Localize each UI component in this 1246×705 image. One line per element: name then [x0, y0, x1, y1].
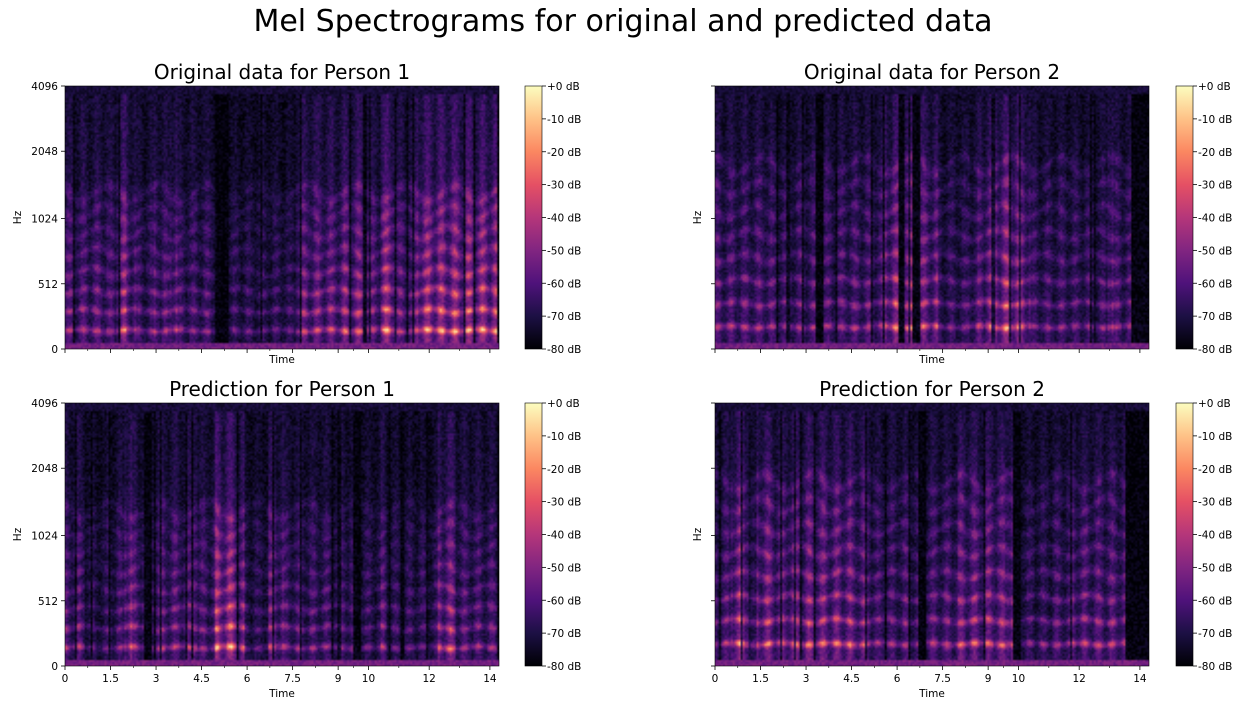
- colorbar-tick-label: -40 dB: [1198, 530, 1232, 542]
- colorbar-tick-label: -20 dB: [547, 147, 581, 159]
- panel-title: Prediction for Person 1: [169, 377, 395, 401]
- x-axis-label: Time: [918, 688, 945, 700]
- colorbar-tick-label: -10 dB: [547, 114, 581, 126]
- colorbar-tick-label: -50 dB: [547, 245, 581, 257]
- colorbar-tick-label: -80 dB: [547, 661, 581, 673]
- x-tick-label: 12: [1073, 673, 1086, 685]
- colorbar-tick-label: -60 dB: [1198, 595, 1232, 607]
- panel-title: Prediction for Person 2: [819, 377, 1045, 401]
- axes-frame: [714, 402, 1150, 667]
- panel-title: Original data for Person 2: [804, 60, 1060, 84]
- spectrogram-heatmap: [715, 403, 1149, 666]
- x-tick-label: 4.5: [193, 673, 210, 685]
- x-tick-label: 9: [985, 673, 992, 685]
- colorbar-tick-label: -70 dB: [1198, 628, 1232, 640]
- colorbar-tick-label: +0 dB: [1198, 81, 1231, 93]
- y-tick-label: 4096: [31, 398, 58, 410]
- colorbar-tick-label: -30 dB: [547, 497, 581, 509]
- spectrogram-panel-4: Prediction for Person 2 Hz 0 1.5 3 4.5 6 7.5 9 10…: [692, 377, 1232, 700]
- colorbar-tick-label: -40 dB: [547, 530, 581, 542]
- colorbar-tick-label: -60 dB: [547, 595, 581, 607]
- y-tick-label: 4096: [31, 81, 58, 93]
- x-tick-label: 0: [62, 673, 69, 685]
- colorbar: [1175, 402, 1194, 667]
- colorbar-tick-label: -30 dB: [1198, 497, 1232, 509]
- colorbar-tick-label: -10 dB: [1198, 114, 1232, 126]
- y-tick-label: 1024: [31, 531, 58, 543]
- y-tick-label: 2048: [31, 146, 58, 158]
- x-tick-label: 6: [894, 673, 901, 685]
- x-tick-label: 7.5: [934, 673, 951, 685]
- colorbar-tick-label: -10 dB: [1198, 431, 1232, 443]
- spectrogram-panel-2: Original data for Person 2 Hz Time +0 dB -10…: [692, 60, 1232, 366]
- colorbar-tick-label: -70 dB: [547, 311, 581, 323]
- y-axis-label: Hz: [12, 210, 24, 224]
- axes-frame: [714, 85, 1150, 350]
- axes-frame: [64, 402, 500, 667]
- x-tick-label: 14: [483, 673, 497, 685]
- colorbar-tick-label: -50 dB: [1198, 562, 1232, 574]
- x-tick-label: 1.5: [752, 673, 769, 685]
- spectrogram-heatmap: [65, 403, 499, 666]
- y-axis-label: Hz: [692, 527, 704, 541]
- colorbar-tick-label: -20 dB: [1198, 464, 1232, 476]
- x-axis-label: Time: [918, 354, 945, 366]
- colorbar-tick-label: -20 dB: [1198, 147, 1232, 159]
- spectrogram-heatmap: [65, 86, 499, 349]
- x-tick-label: 6: [244, 673, 251, 685]
- y-tick-label: 2048: [31, 463, 58, 475]
- colorbar: [524, 402, 543, 667]
- panel-title: Original data for Person 1: [154, 60, 410, 84]
- y-tick-label: 512: [38, 279, 58, 291]
- y-tick-label: 1024: [31, 214, 58, 226]
- colorbar-tick-label: -80 dB: [1198, 344, 1232, 356]
- y-tick-label: 512: [38, 596, 58, 608]
- colorbar-tick-label: -40 dB: [1198, 213, 1232, 225]
- x-axis-label: Time: [268, 354, 295, 366]
- colorbar: [524, 85, 543, 350]
- colorbar-tick-label: -10 dB: [547, 431, 581, 443]
- colorbar-tick-label: +0 dB: [1198, 398, 1231, 410]
- colorbar-tick-label: -80 dB: [1198, 661, 1232, 673]
- spectrogram-panel-1: Original data for Person 1 0 512 1024 2048 40…: [12, 60, 581, 366]
- colorbar-tick-label: -20 dB: [547, 464, 581, 476]
- x-tick-label: 14: [1133, 673, 1147, 685]
- x-tick-label: 10: [1012, 673, 1025, 685]
- x-tick-label: 0: [712, 673, 719, 685]
- colorbar-tick-label: +0 dB: [547, 398, 580, 410]
- colorbar-tick-label: -50 dB: [1198, 245, 1232, 257]
- x-tick-label: 12: [423, 673, 436, 685]
- spectrogram-panel-3: Prediction for Person 1 0 512 1024 2048 4096 H…: [12, 377, 581, 700]
- colorbar-tick-label: -30 dB: [1198, 180, 1232, 192]
- colorbar-tick-label: -50 dB: [547, 562, 581, 574]
- x-tick-label: 4.5: [843, 673, 860, 685]
- figure-title: Mel Spectrograms for original and predic…: [253, 4, 993, 39]
- x-tick-label: 1.5: [102, 673, 119, 685]
- y-tick-label: 0: [51, 661, 58, 673]
- spectrogram-heatmap: [715, 86, 1149, 349]
- y-axis-label: Hz: [692, 210, 704, 224]
- colorbar-tick-label: -80 dB: [547, 344, 581, 356]
- axes-frame: [64, 85, 500, 350]
- colorbar: [1175, 85, 1194, 350]
- x-tick-label: 7.5: [284, 673, 301, 685]
- x-tick-label: 3: [803, 673, 810, 685]
- colorbar-tick-label: -40 dB: [547, 213, 581, 225]
- x-axis-label: Time: [268, 688, 295, 700]
- colorbar-tick-label: -60 dB: [1198, 278, 1232, 290]
- colorbar-tick-label: -30 dB: [547, 180, 581, 192]
- x-tick-label: 10: [362, 673, 375, 685]
- colorbar-tick-label: -70 dB: [547, 628, 581, 640]
- colorbar-tick-label: +0 dB: [547, 81, 580, 93]
- colorbar-tick-label: -70 dB: [1198, 311, 1232, 323]
- y-tick-label: 0: [51, 344, 58, 356]
- colorbar-tick-label: -60 dB: [547, 278, 581, 290]
- x-tick-label: 9: [335, 673, 342, 685]
- x-tick-label: 3: [153, 673, 160, 685]
- y-axis-label: Hz: [12, 527, 24, 541]
